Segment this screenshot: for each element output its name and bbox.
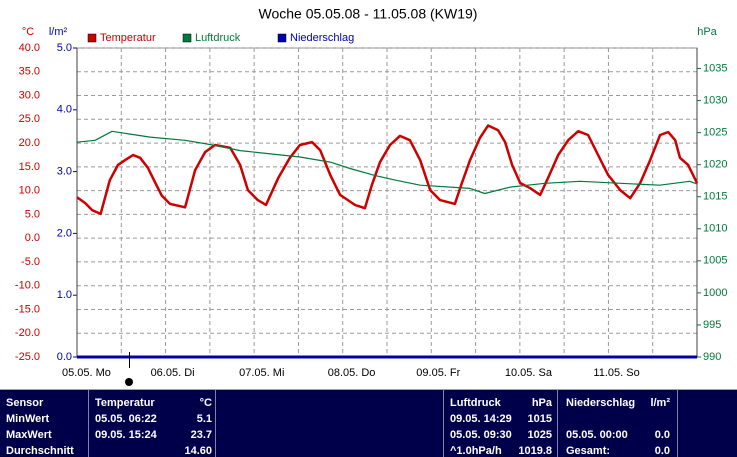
y3-axis-unit: l/m²	[49, 26, 68, 38]
x-tick-label: 07.05. Mi	[239, 367, 284, 379]
table-cell: 1025	[528, 429, 552, 441]
plot-area: 40.0 35.0 30.0 25.0 20.0 15.0 10.0 5.0 0.0 -5.0 -1…	[15, 42, 728, 379]
y2-tick-label: 1000	[703, 287, 727, 299]
table-cell: 05.05. 09:30	[450, 429, 512, 441]
table-cell: Gesamt:	[566, 445, 610, 457]
y2-axis-unit: hPa	[697, 26, 717, 38]
y3-tick-label: 0.0	[57, 351, 72, 363]
table-cell: Niederschlag	[566, 397, 635, 409]
cursor-dot	[125, 378, 133, 386]
y-tick-label: 40.0	[19, 42, 40, 54]
y-tick-label: 0.0	[25, 232, 40, 244]
y2-tick-label: 990	[703, 351, 721, 363]
y2-tick-label: 1025	[703, 127, 727, 139]
y-tick-label: 20.0	[19, 137, 40, 149]
y2-tick-label: 1015	[703, 191, 727, 203]
y-tick-label: -25.0	[15, 351, 40, 363]
y2-tick-label: 1035	[703, 62, 727, 74]
legend-label: Luftdruck	[195, 32, 241, 44]
table-cell: 05.05. 00:00	[566, 429, 628, 441]
table-cell: 23.7	[191, 429, 212, 441]
y-tick-label: 15.0	[19, 161, 40, 173]
y2-tick-label: 1020	[703, 159, 727, 171]
table-cell: 0.0	[655, 429, 670, 441]
y-tick-label: -20.0	[15, 327, 40, 339]
y-tick-label: -10.0	[15, 280, 40, 292]
table-cell: °C	[200, 397, 212, 409]
table-cell: Durchschnitt	[6, 445, 74, 457]
legend-swatch	[182, 33, 192, 43]
legend-label: Temperatur	[100, 32, 156, 44]
legend-swatch	[87, 33, 97, 43]
chart-title: Woche 05.05.08 - 11.05.08 (KW19)	[259, 6, 478, 22]
y3-tick-label: 2.0	[57, 227, 72, 239]
x-tick-label: 08.05. Do	[328, 367, 376, 379]
table-cell: MinWert	[6, 413, 50, 425]
table-cell: Luftdruck	[450, 397, 502, 409]
table-cell: 1019.8	[518, 445, 552, 457]
y3-tick-label: 5.0	[57, 42, 72, 54]
table-cell: 09.05. 14:29	[450, 413, 512, 425]
y3-tick-label: 3.0	[57, 166, 72, 178]
table-cell: 05.05. 06:22	[95, 413, 157, 425]
y2-tick-label: 1010	[703, 223, 727, 235]
x-tick-label: 09.05. Fr	[416, 367, 460, 379]
series-line	[76, 130, 698, 195]
table-cell: 0.0	[655, 445, 670, 457]
x-tick-label: 10.05. Sa	[505, 367, 553, 379]
table-cell: 1015	[528, 413, 552, 425]
x-tick-label: 05.05. Mo	[62, 367, 111, 379]
table-cell: hPa	[532, 397, 553, 409]
table-background	[0, 389, 737, 457]
table-cell: Temperatur	[95, 397, 155, 409]
legend-swatch	[277, 33, 287, 43]
table-cell: 09.05. 15:24	[95, 429, 158, 441]
y-tick-label: 5.0	[25, 208, 40, 220]
y-tick-label: 30.0	[19, 89, 40, 101]
series-line	[76, 124, 699, 216]
y-tick-label: 25.0	[19, 113, 40, 125]
y2-tick-label: 995	[703, 319, 721, 331]
y2-tick-label: 1030	[703, 94, 727, 106]
y-tick-label: -5.0	[21, 256, 40, 268]
table-cell: 5.1	[197, 413, 212, 425]
y2-tick-label: 1005	[703, 255, 727, 267]
x-tick-label: 11.05. So	[593, 367, 639, 379]
table-cell: ^1.0hPa/h	[450, 445, 502, 457]
y3-tick-label: 4.0	[57, 104, 72, 116]
table-cell: 14.60	[184, 445, 212, 457]
table-cell: MaxWert	[6, 429, 52, 441]
y-axis-unit: °C	[22, 26, 34, 38]
y-tick-label: 35.0	[19, 66, 40, 78]
y3-tick-label: 1.0	[57, 289, 72, 301]
table-cell: l/m²	[650, 397, 670, 409]
y-tick-label: -15.0	[15, 303, 40, 315]
x-tick-label: 06.05. Di	[151, 367, 195, 379]
legend-label: Niederschlag	[290, 32, 354, 44]
y-tick-label: 10.0	[19, 185, 40, 197]
table-cell: Sensor	[6, 397, 44, 409]
summary-table: Sensor Temperatur °C Luftdruck hPa Niederschl…	[0, 389, 737, 457]
